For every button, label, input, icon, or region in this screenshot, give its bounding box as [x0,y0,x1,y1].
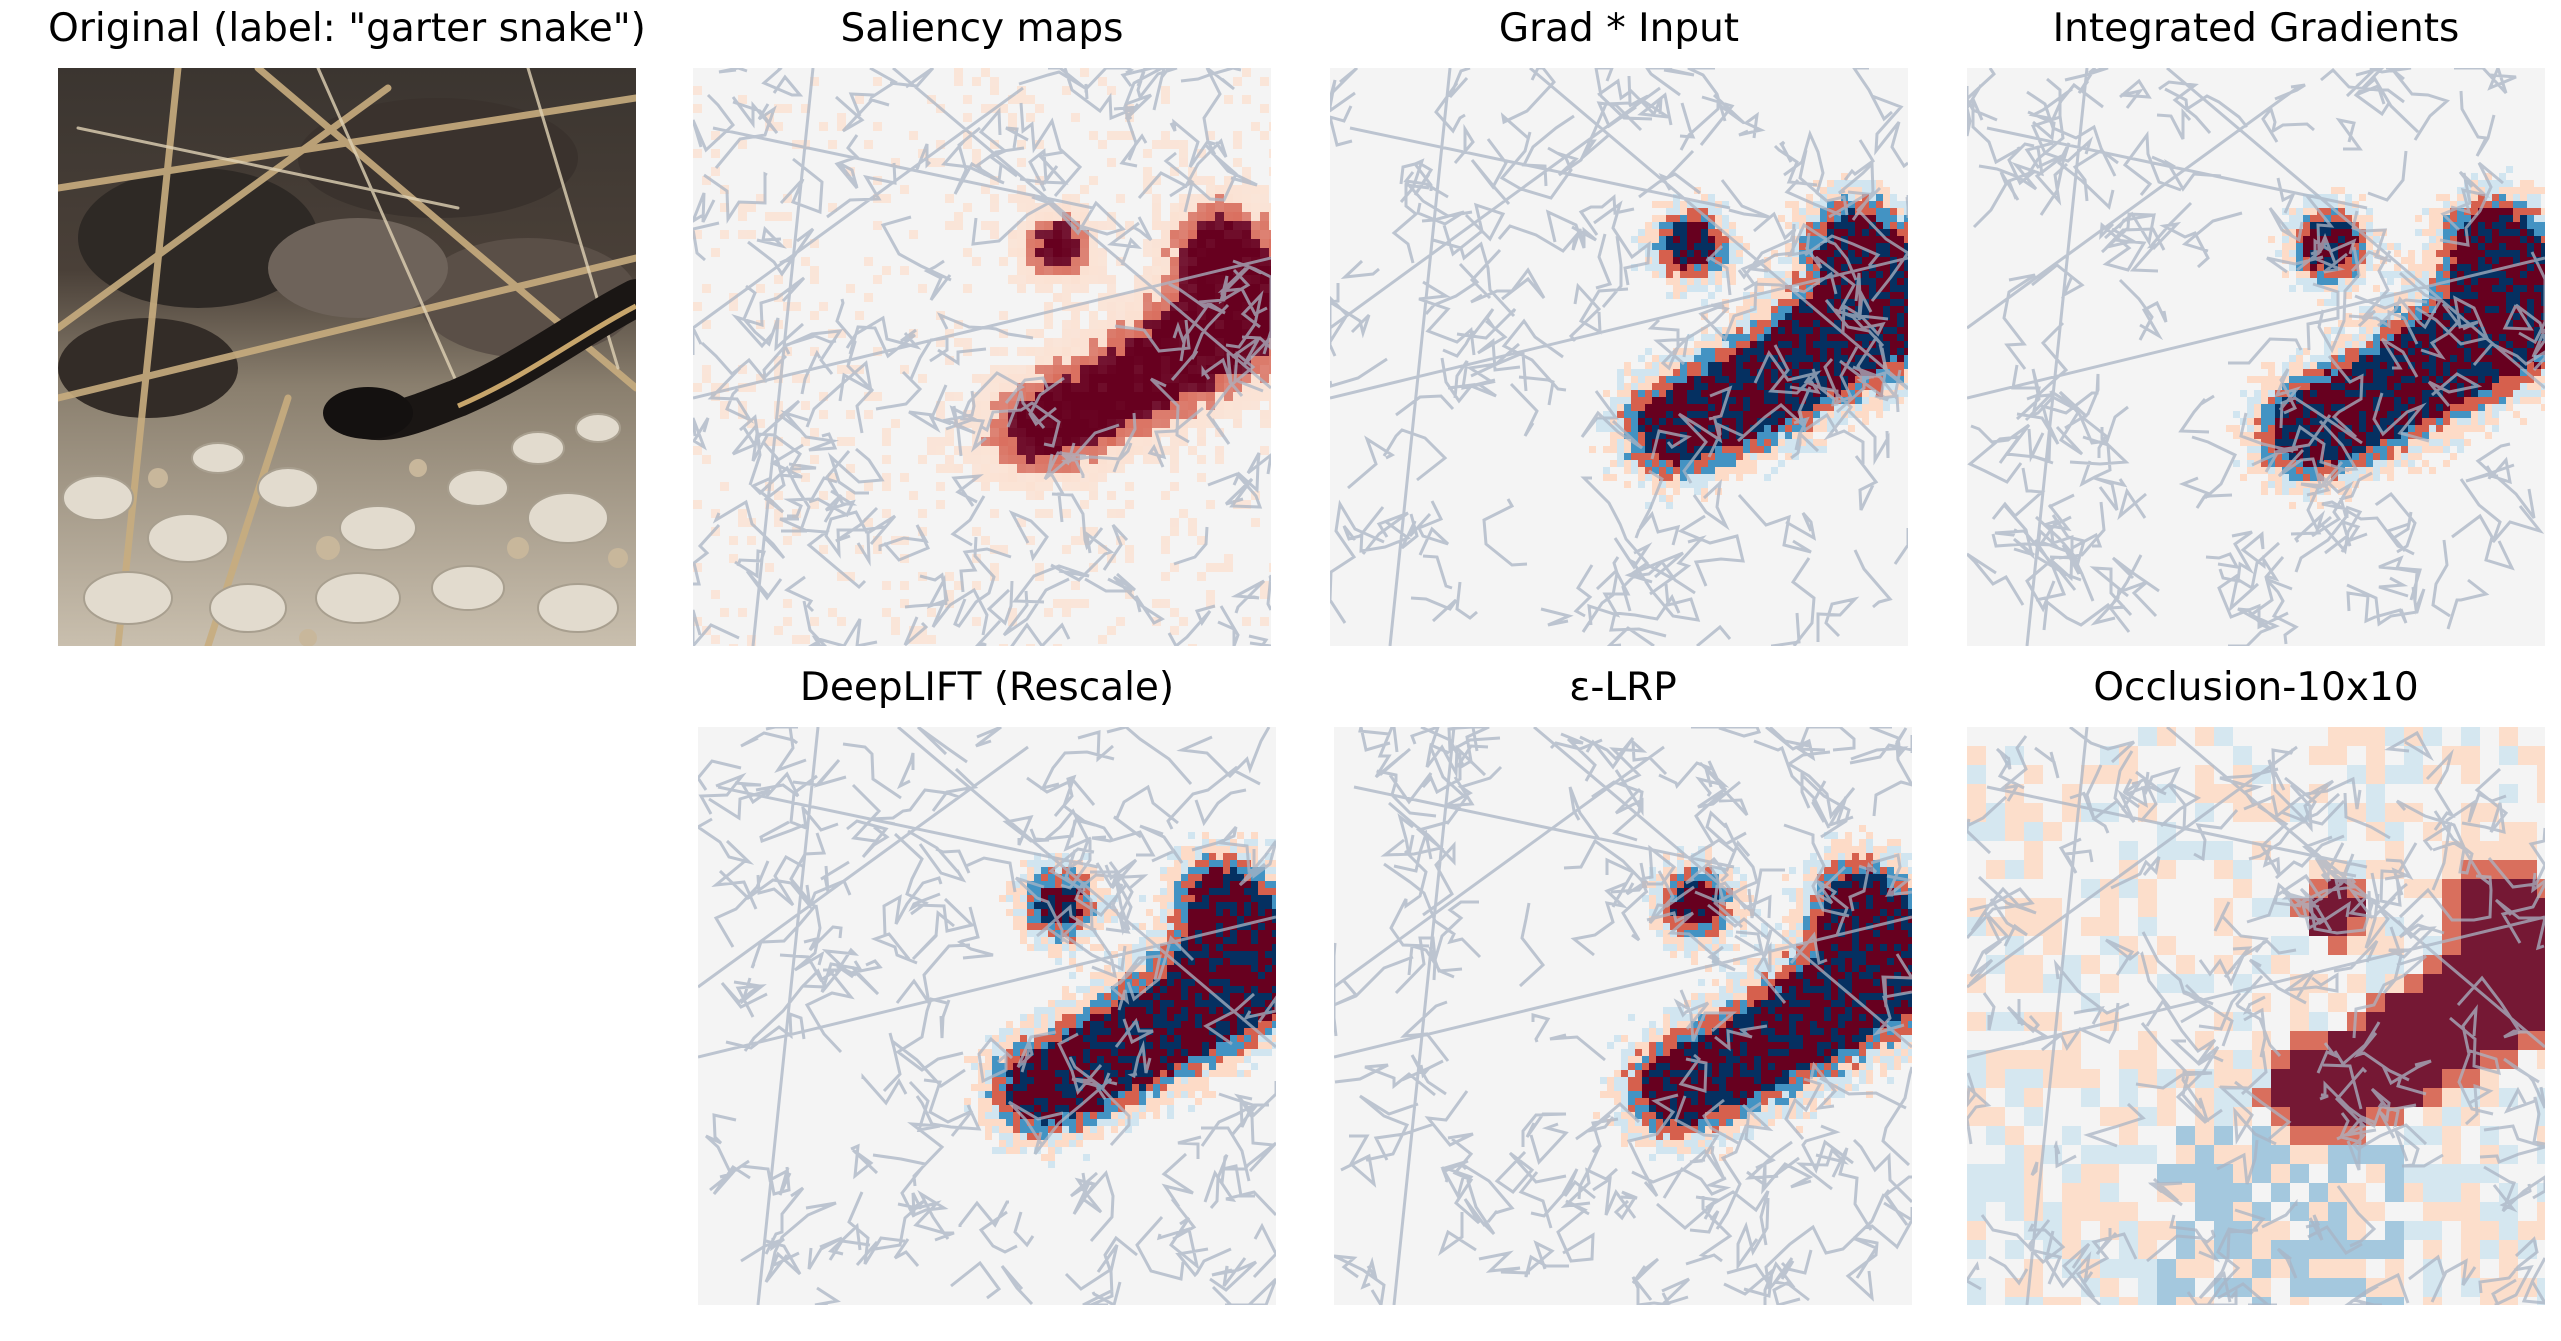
panel-original: Original (label: "garter snake") [48,6,646,646]
panel-grad-input: Grad * Input [1330,6,1908,646]
panel-saliency: Saliency maps [693,6,1271,646]
panel-title: DeepLIFT (Rescale) [799,665,1175,710]
eps-lrp-heatmap [1334,727,1912,1305]
original-photo [58,68,636,646]
panel-eps-lrp: ε-LRP [1334,665,1912,1305]
grad-input-heatmap [1330,68,1908,646]
panel-title: Original (label: "garter snake") [48,6,646,51]
panel-title: Saliency maps [840,6,1124,51]
integrated-gradients-heatmap [1967,68,2545,646]
panel-deeplift: DeepLIFT (Rescale) [698,665,1276,1305]
panel-occlusion: Occlusion-10x10 [1967,665,2545,1305]
panel-title: Occlusion-10x10 [2093,665,2419,710]
panel-title: Integrated Gradients [2052,6,2460,51]
occlusion-heatmap [1967,727,2545,1305]
saliency-heatmap [693,68,1271,646]
panel-title: ε-LRP [1569,665,1677,710]
deeplift-heatmap [698,727,1276,1305]
panel-title: Grad * Input [1498,6,1740,51]
panel-integrated-gradients: Integrated Gradients [1967,6,2545,646]
